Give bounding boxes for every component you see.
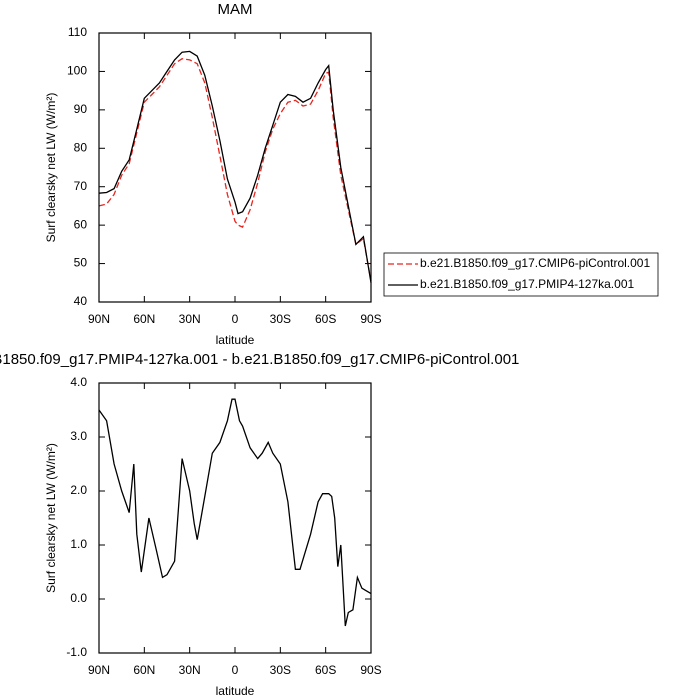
y-tick-label: 110 bbox=[68, 25, 87, 39]
chart-title: b.e21.B1850.f09_g17.PMIP4-127ka.001 - b.… bbox=[0, 351, 519, 368]
x-tick-label: 30S bbox=[270, 663, 291, 677]
y-tick-label: 100 bbox=[67, 64, 87, 78]
x-tick-label: 90N bbox=[88, 312, 110, 326]
x-tick-label: 90N bbox=[88, 663, 110, 677]
y-tick-label: 0.0 bbox=[70, 591, 87, 605]
y-axis-label: Surf clearsky net LW (W/m²) bbox=[44, 93, 58, 243]
x-axis-label: latitude bbox=[216, 333, 255, 347]
y-tick-label: 1.0 bbox=[70, 537, 87, 551]
y-axis-label: Surf clearsky net LW (W/m²) bbox=[44, 443, 58, 593]
y-tick-label: 80 bbox=[74, 140, 88, 154]
y-tick-label: 50 bbox=[74, 256, 88, 270]
legend-box bbox=[383, 252, 659, 297]
y-tick-label: -1.0 bbox=[66, 645, 87, 659]
y-tick-label: 4.0 bbox=[70, 375, 87, 389]
y-tick-label: 3.0 bbox=[70, 429, 87, 443]
plot-frame bbox=[98, 382, 372, 654]
y-tick-label: 70 bbox=[74, 179, 88, 193]
chart-title: MAM bbox=[218, 1, 253, 18]
data-line bbox=[98, 50, 372, 283]
plot-frame bbox=[98, 32, 372, 303]
x-tick-label: 0 bbox=[232, 663, 239, 677]
y-tick-label: 40 bbox=[74, 294, 88, 308]
x-tick-label: 60N bbox=[133, 312, 155, 326]
y-tick-label: 90 bbox=[74, 102, 88, 116]
x-axis-label: latitude bbox=[216, 684, 255, 698]
x-tick-label: 90S bbox=[360, 312, 381, 326]
x-tick-label: 60S bbox=[315, 312, 336, 326]
x-tick-label: 30N bbox=[179, 312, 201, 326]
x-tick-label: 30S bbox=[270, 312, 291, 326]
y-tick-label: 2.0 bbox=[70, 483, 87, 497]
x-tick-label: 90S bbox=[360, 663, 381, 677]
legend-label: b.e21.B1850.f09_g17.PMIP4-127ka.001 bbox=[420, 277, 634, 291]
legend-label: b.e21.B1850.f09_g17.CMIP6-piControl.001 bbox=[420, 256, 650, 270]
x-tick-label: 60S bbox=[315, 663, 336, 677]
x-tick-label: 60N bbox=[133, 663, 155, 677]
x-tick-label: 0 bbox=[232, 312, 239, 326]
data-line bbox=[98, 58, 372, 282]
y-tick-label: 60 bbox=[74, 217, 88, 231]
data-line bbox=[98, 398, 372, 627]
x-tick-label: 30N bbox=[179, 663, 201, 677]
